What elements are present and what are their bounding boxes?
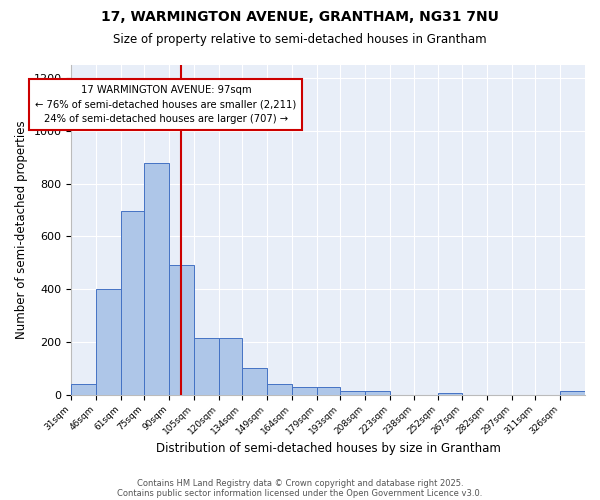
Bar bbox=[242, 368, 267, 394]
Bar bbox=[292, 388, 317, 394]
Bar bbox=[340, 391, 365, 394]
Bar bbox=[194, 338, 219, 394]
Text: Contains HM Land Registry data © Crown copyright and database right 2025.: Contains HM Land Registry data © Crown c… bbox=[137, 478, 463, 488]
Bar bbox=[71, 384, 96, 394]
Text: Size of property relative to semi-detached houses in Grantham: Size of property relative to semi-detach… bbox=[113, 32, 487, 46]
X-axis label: Distribution of semi-detached houses by size in Grantham: Distribution of semi-detached houses by … bbox=[156, 442, 500, 455]
Bar bbox=[96, 289, 121, 395]
Bar bbox=[317, 388, 340, 394]
Bar bbox=[560, 391, 585, 394]
Bar bbox=[365, 391, 389, 394]
Text: 17, WARMINGTON AVENUE, GRANTHAM, NG31 7NU: 17, WARMINGTON AVENUE, GRANTHAM, NG31 7N… bbox=[101, 10, 499, 24]
Bar bbox=[267, 384, 292, 394]
Bar bbox=[219, 338, 242, 394]
Text: 17 WARMINGTON AVENUE: 97sqm
← 76% of semi-detached houses are smaller (2,211)
24: 17 WARMINGTON AVENUE: 97sqm ← 76% of sem… bbox=[35, 85, 296, 124]
Bar bbox=[169, 266, 194, 394]
Text: Contains public sector information licensed under the Open Government Licence v3: Contains public sector information licen… bbox=[118, 488, 482, 498]
Bar bbox=[121, 212, 145, 394]
Bar bbox=[145, 162, 169, 394]
Y-axis label: Number of semi-detached properties: Number of semi-detached properties bbox=[15, 120, 28, 339]
